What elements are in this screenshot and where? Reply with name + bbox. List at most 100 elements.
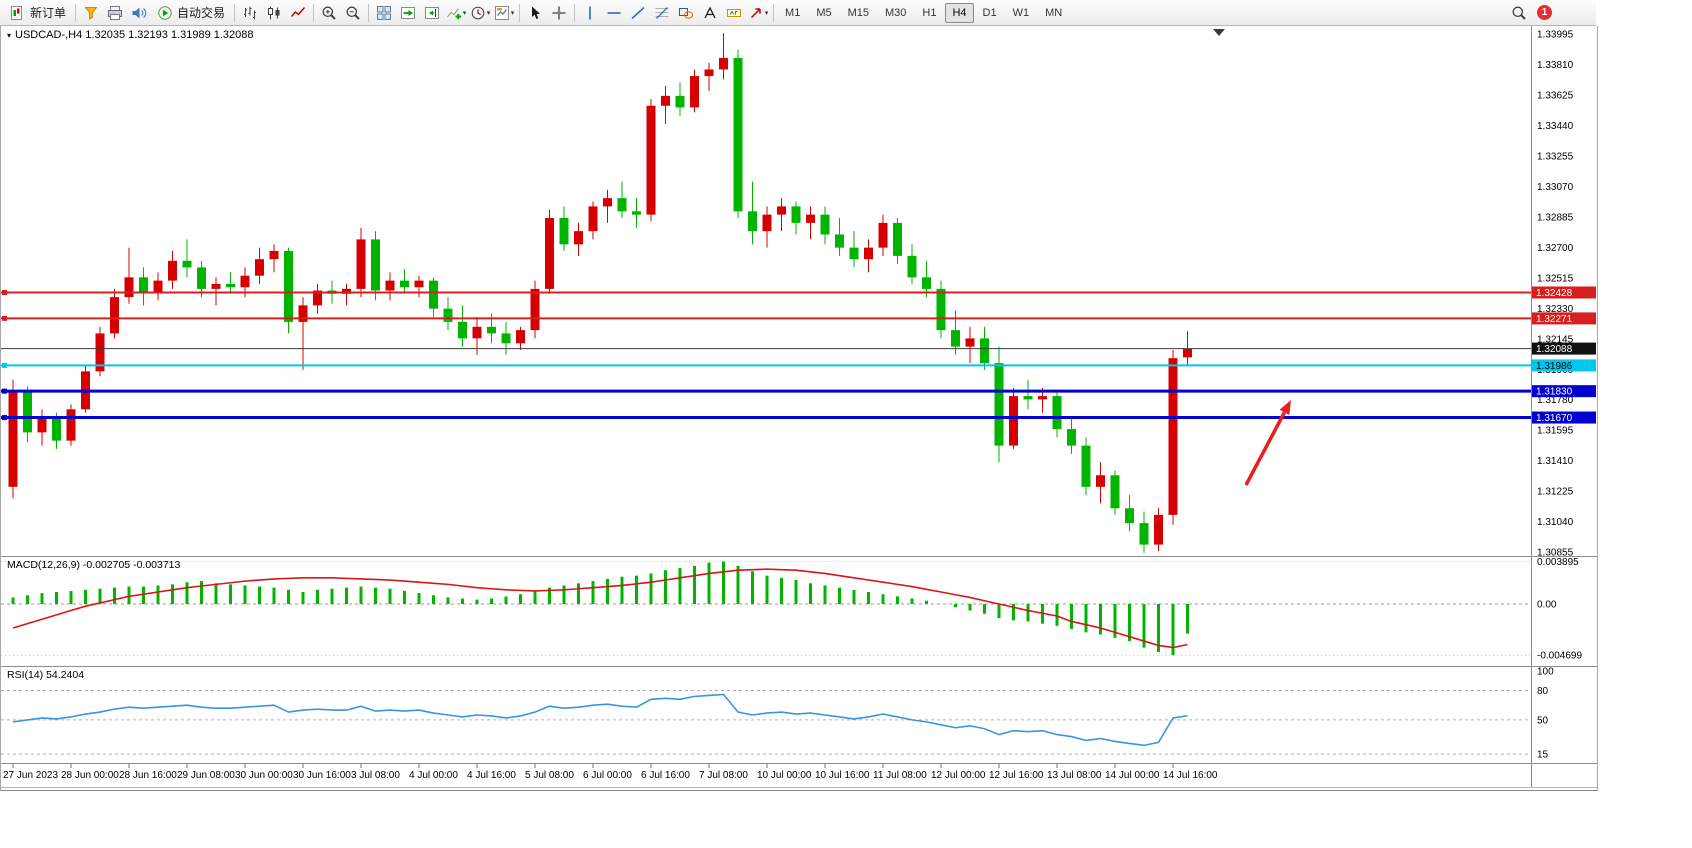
line-chart-icon: [291, 6, 306, 17]
line-chart-button[interactable]: [286, 2, 310, 24]
hline-anchor: [2, 388, 7, 394]
candle-body: [646, 105, 656, 215]
trendline-button[interactable]: [626, 2, 650, 24]
tile-windows-button[interactable]: [372, 2, 396, 24]
arrow-annotation[interactable]: [1244, 400, 1291, 486]
svg-text:0.003895: 0.003895: [1537, 557, 1579, 568]
hline-anchor: [2, 315, 7, 321]
periods-button[interactable]: ▾: [468, 2, 492, 24]
candle-body: [1110, 475, 1120, 509]
svg-text:1.31986: 1.31986: [1536, 361, 1573, 372]
chart-shift-marker-icon: [1213, 29, 1225, 36]
chart-shift-button[interactable]: [420, 2, 444, 24]
svg-text:15: 15: [1537, 750, 1549, 761]
horizontal-lines[interactable]: [1, 290, 1531, 421]
timeframe-w1[interactable]: W1: [1012, 6, 1030, 19]
notification-badge[interactable]: 1: [1537, 5, 1552, 20]
timeframe-d1[interactable]: D1: [982, 6, 997, 19]
candles: [8, 33, 1192, 553]
price-tag: [1532, 385, 1596, 398]
candle-body: [661, 95, 670, 106]
templates-icon: [494, 5, 509, 20]
chart-canvas[interactable]: 1.33995 1.33810 1.33625 1.33440 1.33255 1.330…: [1, 26, 1597, 790]
zoom-in-button[interactable]: [317, 2, 341, 24]
zoom-in-icon: [322, 6, 336, 20]
candle-body: [748, 211, 757, 232]
candle-body: [777, 206, 786, 215]
timeframe-m5[interactable]: M5: [816, 6, 832, 19]
vertical-line-button[interactable]: [578, 2, 602, 24]
rsi-line: [12, 693, 1188, 747]
search-icon[interactable]: [1511, 5, 1527, 21]
price-tag: [1532, 411, 1596, 424]
candle-body: [1067, 429, 1076, 446]
candle-body: [603, 198, 612, 207]
auto-trading-button[interactable]: 自动交易: [151, 2, 231, 24]
chart-ohlc-title: USDCAD-,H4 1.32035 1.32193 1.31989 1.320…: [15, 29, 254, 41]
new-order-button[interactable]: 新订单: [4, 2, 72, 24]
svg-text:0.00: 0.00: [1537, 600, 1557, 611]
indicators-button[interactable]: ▾: [444, 2, 468, 24]
text-button[interactable]: [698, 2, 722, 24]
zoom-out-button[interactable]: [341, 2, 365, 24]
svg-text:1.32088: 1.32088: [1536, 344, 1573, 355]
candle-body: [124, 277, 134, 298]
candle-body: [371, 239, 380, 291]
print-button[interactable]: [103, 2, 127, 24]
candle-body: [733, 57, 743, 212]
candle-body: [240, 275, 250, 288]
svg-text:6 Jul 16:00: 6 Jul 16:00: [641, 770, 690, 781]
timeframe-m1[interactable]: M1: [785, 6, 801, 19]
auto-scroll-button[interactable]: [396, 2, 420, 24]
svg-text:1.32271: 1.32271: [1536, 314, 1573, 325]
crosshair-icon: [552, 6, 566, 19]
cursor-button[interactable]: [523, 2, 547, 24]
svg-text:7 Jul 08:00: 7 Jul 08:00: [699, 770, 748, 781]
svg-text:3 Jul 08:00: 3 Jul 08:00: [351, 770, 400, 781]
timeframe-m15[interactable]: M15: [847, 6, 869, 19]
candle-body: [762, 214, 772, 232]
candle-chart-button[interactable]: [262, 2, 286, 24]
new-chart-button[interactable]: [79, 2, 103, 24]
toolbar-items: 新订单 自动交易 ▾ ▾ ▾ ▾ M1 M5 M15 M30 H1 H4 D1 W1 MN: [4, 2, 1070, 24]
candle-body: [559, 217, 569, 245]
horizontal-line-button[interactable]: [602, 2, 626, 24]
timeframe-m30[interactable]: M30: [885, 6, 907, 19]
candle-body: [1168, 358, 1178, 515]
candle-body: [922, 277, 931, 289]
candle-body: [110, 297, 119, 334]
candle-body: [516, 330, 525, 344]
dropdown-caret-icon: ▾: [486, 9, 491, 17]
hline-anchor: [2, 415, 7, 421]
candle-body: [530, 288, 540, 331]
candle-body: [52, 417, 61, 441]
candle-body: [574, 231, 583, 245]
crosshair-button[interactable]: [547, 2, 571, 24]
fibonacci-button[interactable]: [650, 2, 674, 24]
svg-text:28 Jun 00:00: 28 Jun 00:00: [61, 770, 119, 781]
candle-body: [951, 330, 960, 347]
svg-text:1.31410: 1.31410: [1537, 456, 1574, 467]
timeframe-mn[interactable]: MN: [1045, 6, 1063, 19]
timeframe-h4[interactable]: H4: [945, 2, 974, 23]
candle-body: [719, 57, 728, 70]
text-label-button[interactable]: [722, 2, 746, 24]
svg-text:11 Jul 08:00: 11 Jul 08:00: [873, 770, 927, 781]
bar-chart-button[interactable]: [238, 2, 262, 24]
one-click-trading-icon[interactable]: ▾: [7, 30, 12, 40]
news-button[interactable]: [127, 2, 151, 24]
candle-body: [66, 409, 76, 441]
svg-text:1.32145: 1.32145: [1537, 335, 1574, 346]
timeframe-h1[interactable]: H1: [922, 6, 937, 19]
candle-body: [617, 198, 627, 212]
svg-text:10 Jul 16:00: 10 Jul 16:00: [815, 770, 870, 781]
shapes-button[interactable]: [674, 2, 698, 24]
candle-body: [1125, 508, 1134, 524]
candle-body: [936, 288, 946, 331]
candle-body: [980, 338, 989, 364]
svg-text:1.32428: 1.32428: [1536, 288, 1573, 299]
arrows-button[interactable]: ▾: [746, 2, 770, 24]
svg-text:1.31595: 1.31595: [1537, 425, 1574, 436]
templates-button[interactable]: ▾: [492, 2, 516, 24]
toolbar-separator: [75, 3, 77, 22]
